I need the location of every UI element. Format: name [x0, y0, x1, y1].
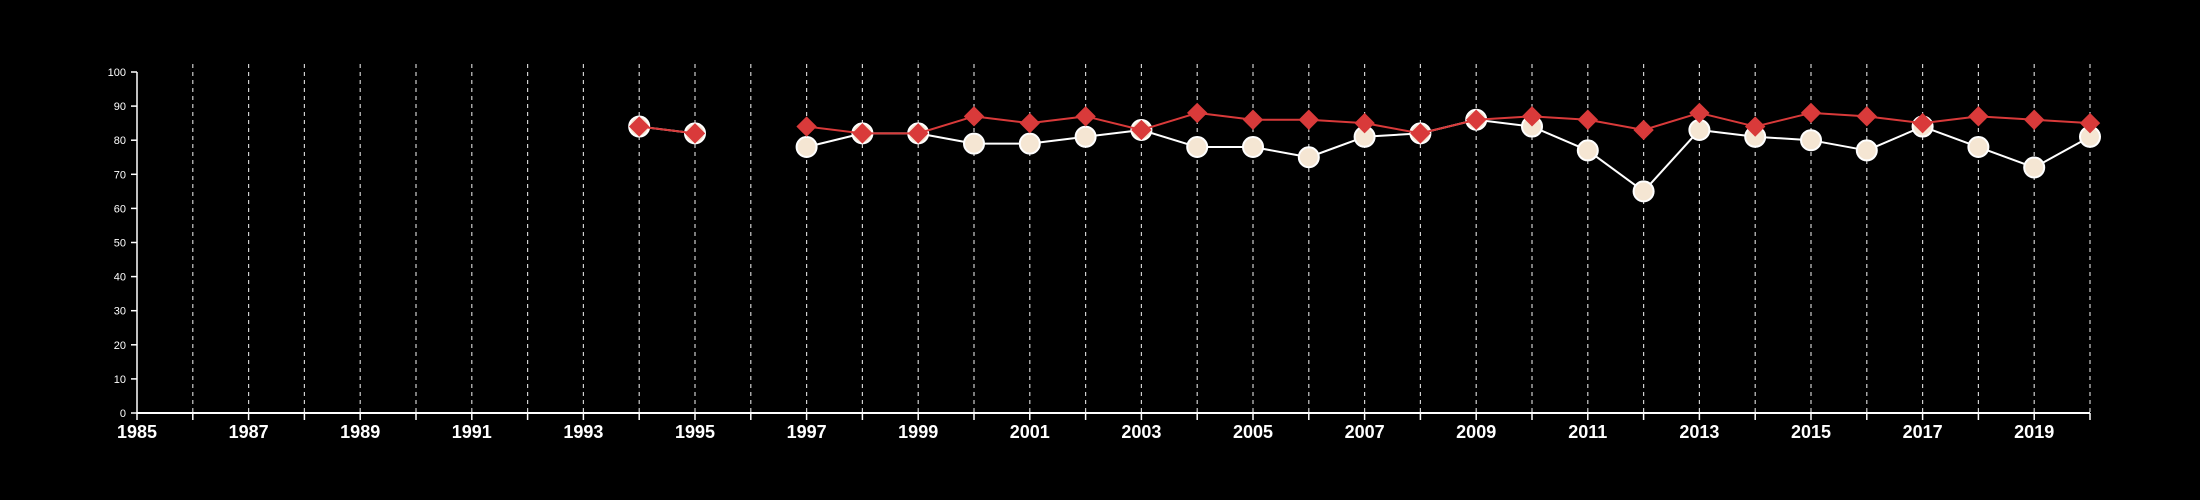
series-1-point: [1576, 139, 1599, 162]
series-2-segment: [1197, 111, 1254, 121]
series-2-point: [2079, 112, 2101, 134]
series-2: [628, 102, 2101, 144]
y-tick-label: 50: [114, 238, 126, 250]
series-2-point: [1689, 102, 1710, 124]
series-1-point: [1242, 136, 1264, 159]
y-tick-label: 0: [120, 408, 126, 420]
series-2-segment: [1420, 118, 1477, 135]
x-tick-label: 1995: [675, 422, 715, 442]
series-2-point: [1075, 106, 1096, 127]
series-2-point: [1410, 123, 1431, 144]
y-tick-label: 80: [114, 135, 126, 147]
x-tick-label: 2001: [1010, 422, 1050, 442]
x-tick-label: 2013: [1679, 422, 1719, 442]
series-1-point: [1018, 132, 1041, 155]
series-1-point: [1855, 139, 1878, 162]
y-tick-label: 10: [114, 374, 126, 386]
x-tick-label: 2015: [1791, 422, 1831, 442]
series-1-point: [1967, 136, 1990, 159]
series-2-segment: [1866, 115, 1923, 125]
x-tick-label: 2003: [1121, 422, 1161, 442]
series-2-point: [1019, 112, 1041, 134]
y-tick-label: 60: [114, 203, 126, 215]
series-1-segment: [1587, 149, 1645, 193]
series-2-segment: [1029, 115, 1086, 125]
series-2-segment: [1085, 115, 1142, 131]
series-2-point: [1800, 102, 1822, 124]
series-2-segment: [1643, 111, 1700, 131]
series-2-point: [907, 123, 929, 144]
x-tick-label: 1991: [452, 422, 492, 442]
series-1-point: [1074, 125, 1097, 148]
series-1-point: [2023, 156, 2046, 179]
x-tick-label: 1987: [229, 422, 269, 442]
series-2-point: [1744, 116, 1766, 137]
series-2-point: [1968, 106, 1989, 127]
series-2-point: [1354, 112, 1375, 134]
series-1-point: [1186, 136, 1209, 159]
series-1-point: [963, 132, 985, 155]
x-tick-label: 1999: [898, 422, 938, 442]
series-2-point: [684, 123, 706, 144]
series-2-segment: [1699, 111, 1756, 128]
series-2-point: [1521, 106, 1543, 127]
series-2-segment: [1364, 122, 1421, 135]
series-2-point: [1912, 112, 1933, 134]
x-tick-label: 1985: [117, 422, 157, 442]
x-tick-label: 2007: [1345, 422, 1385, 442]
series-1-point: [795, 136, 818, 159]
series-2-point: [796, 116, 817, 137]
series-layer: [628, 102, 2101, 203]
series-1-point: [1800, 129, 1822, 152]
series-2-segment: [806, 125, 863, 135]
series-2-point: [1856, 106, 1878, 127]
y-tick-label: 90: [114, 101, 126, 113]
series-1-segment: [1642, 129, 1701, 193]
series-2-segment: [973, 115, 1030, 125]
x-tick-label: 1997: [787, 422, 827, 442]
x-tick-label: 2017: [1903, 422, 1943, 442]
x-tick-label: 2009: [1456, 422, 1496, 442]
series-2-segment: [639, 125, 696, 135]
y-tick-label: 40: [114, 272, 126, 284]
series-1-point: [1297, 146, 1320, 169]
series-2-point: [2023, 109, 2045, 130]
series-1-point: [1632, 180, 1655, 203]
series-2-point: [1465, 109, 1487, 130]
y-tick-label: 20: [114, 340, 126, 352]
series-2-point: [852, 123, 873, 144]
series-2-point: [1633, 119, 1654, 141]
series-2-point: [1242, 109, 1264, 130]
series-2-point: [1186, 102, 1208, 124]
x-tick-label: 2005: [1233, 422, 1273, 442]
series-2-point: [1131, 119, 1152, 141]
axes-layer: 0 10 20 30 40 50 60 70 80 90 100 1985 1987 1989 1991 19…: [108, 67, 2091, 442]
x-tick-label: 2019: [2014, 422, 2054, 442]
series-2-segment: [1587, 118, 1644, 131]
series-2-point: [1298, 109, 1320, 130]
series-2-segment: [1754, 111, 1812, 128]
series-2-segment: [1922, 115, 1979, 125]
series-2-point: [628, 116, 650, 137]
y-tick-label: 30: [114, 306, 126, 318]
series-2-segment: [1141, 111, 1198, 131]
x-tick-label: 1993: [563, 422, 603, 442]
series-2-segment: [917, 115, 975, 135]
y-tick-label: 100: [108, 67, 126, 79]
y-tick-label: 70: [114, 169, 126, 181]
x-tick-label: 1989: [340, 422, 380, 442]
x-tick-label: 2011: [1568, 422, 1607, 442]
series-2-point: [1577, 109, 1599, 130]
series-2-point: [963, 106, 985, 127]
